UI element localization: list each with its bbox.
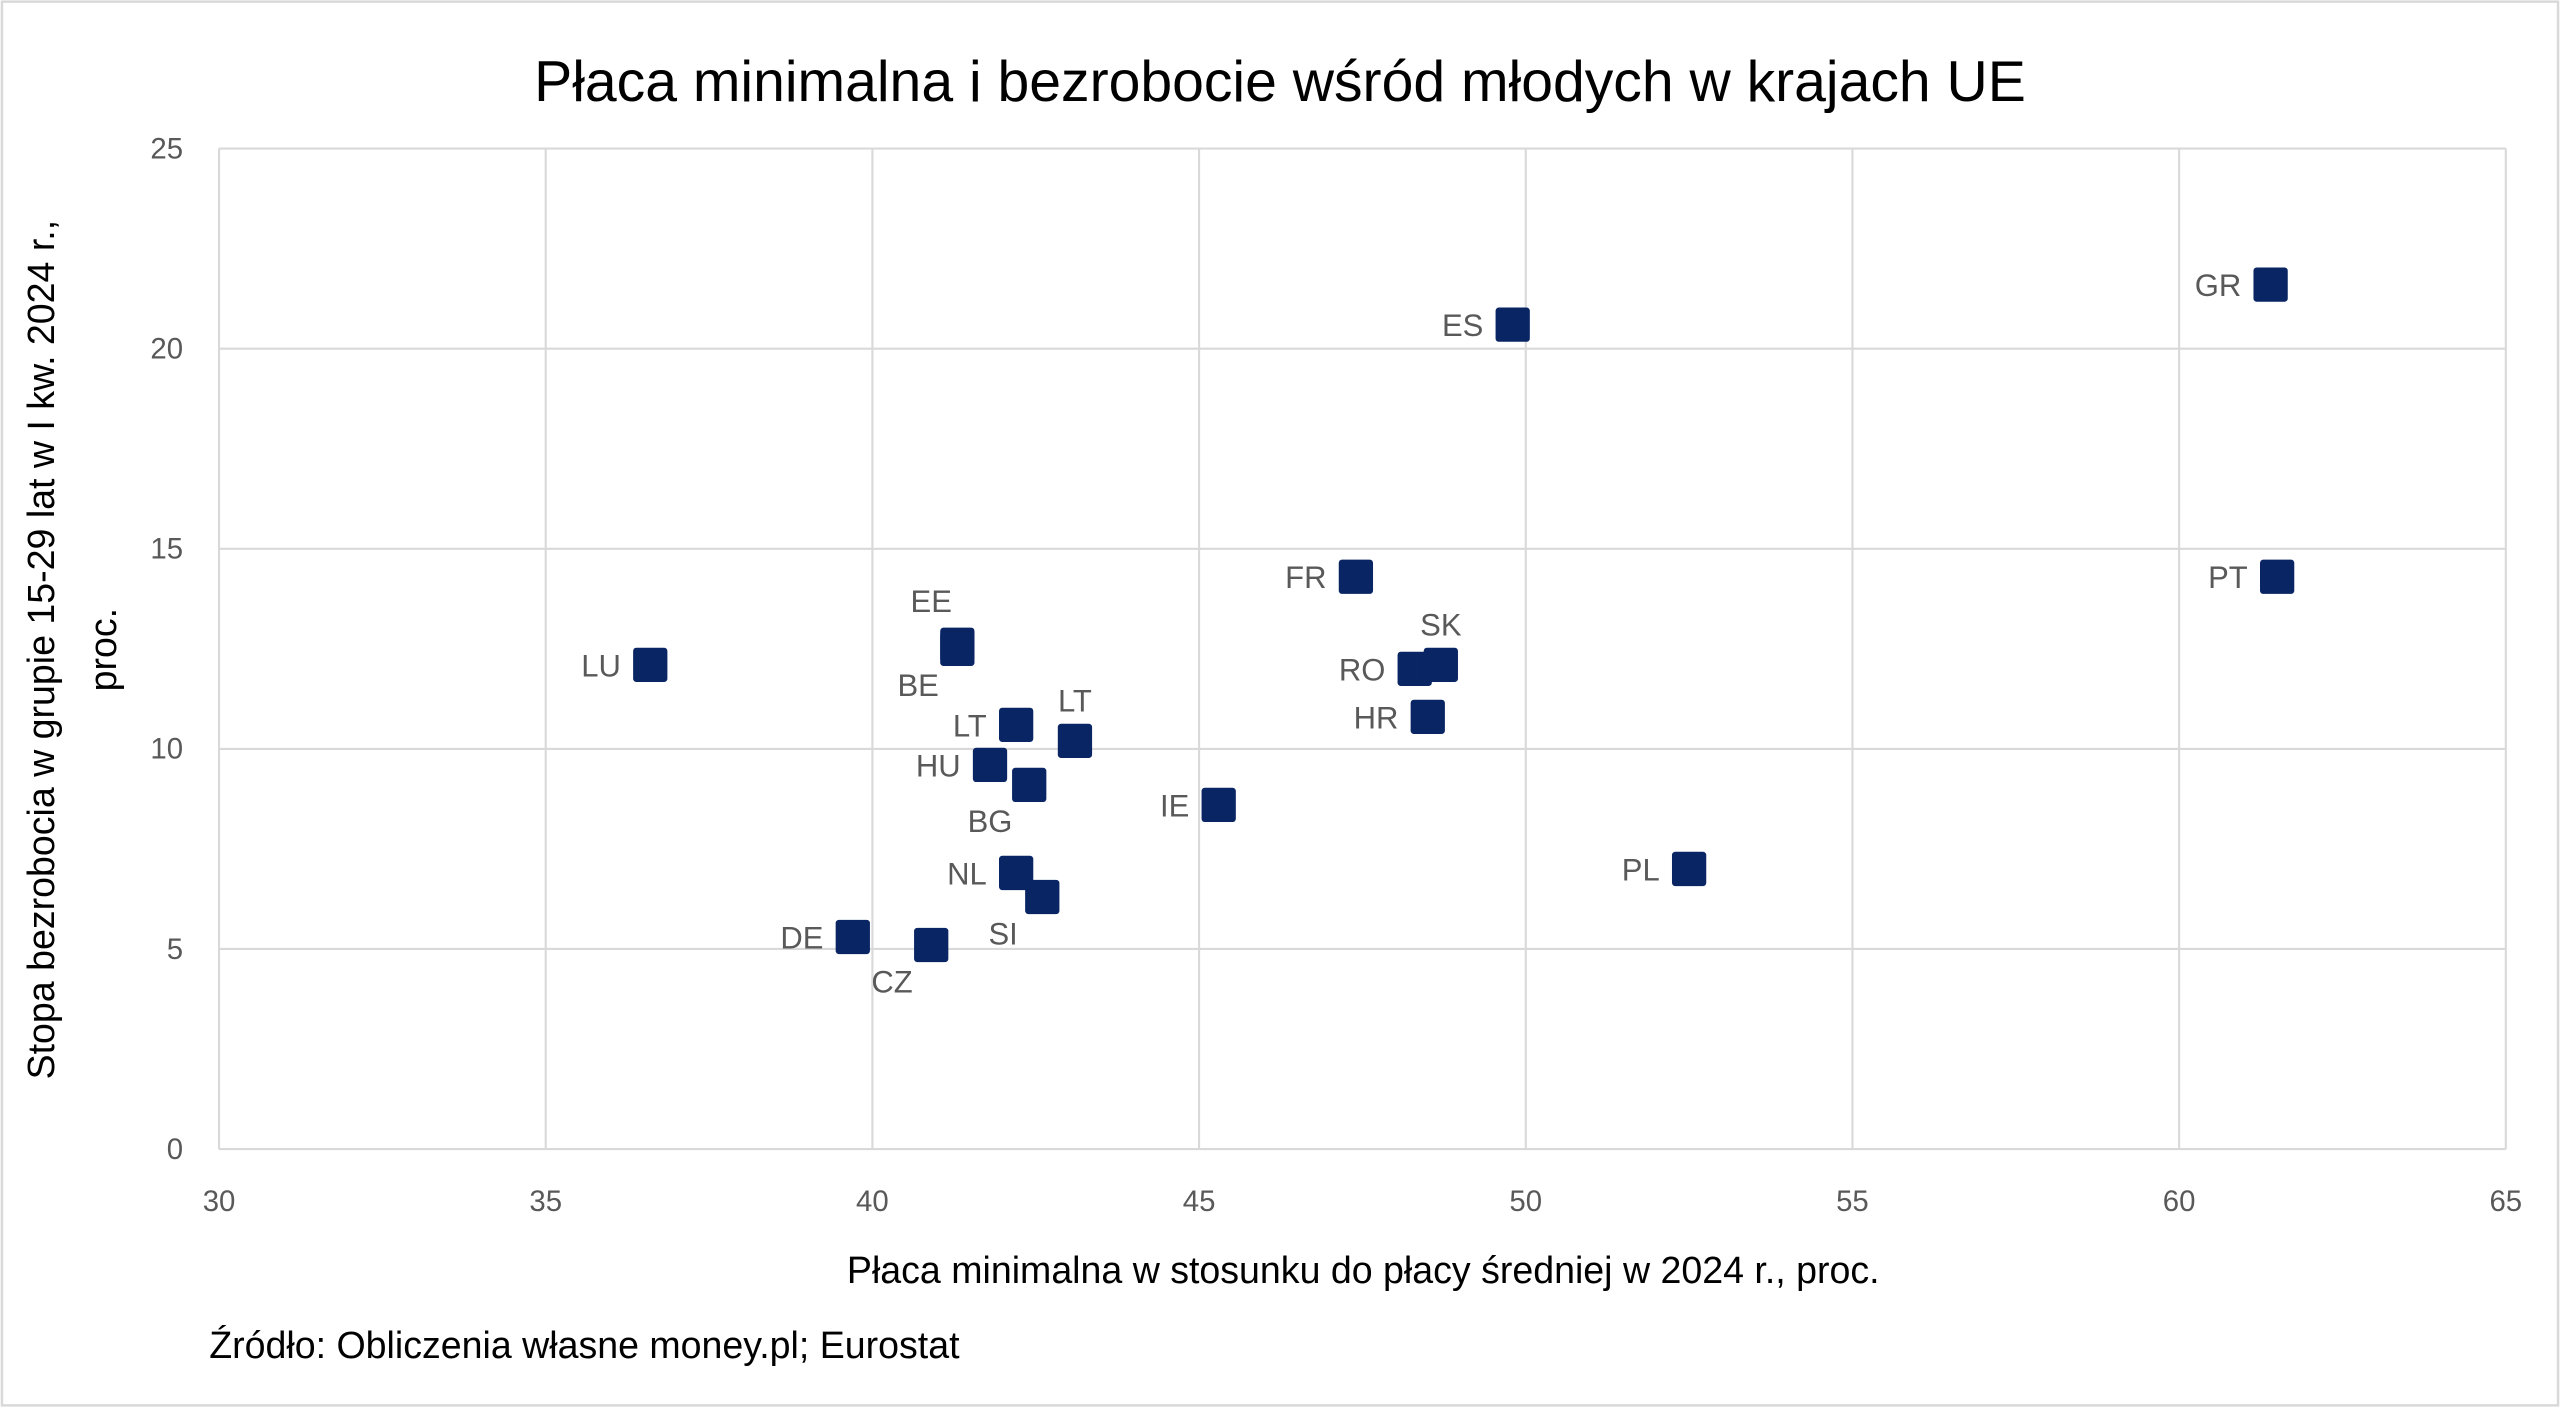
- data-label-nl: NL: [947, 856, 987, 891]
- x-axis-label: Płaca minimalna w stosunku do płacy śred…: [847, 1249, 1880, 1291]
- data-point-gr: [2253, 267, 2288, 302]
- data-point-ro: [1397, 651, 1432, 686]
- y-tick-label: 25: [150, 132, 183, 165]
- data-label-gr: GR: [2195, 268, 2242, 303]
- x-tick-label: 45: [1183, 1185, 1216, 1218]
- y-axis-label: Stopa bezrobocia w grupie 15-29 lat w I …: [20, 220, 124, 1080]
- x-tick-label: 40: [856, 1185, 889, 1218]
- data-point-sk: [1423, 647, 1458, 682]
- data-point-es: [1495, 307, 1530, 342]
- data-point-ie: [1201, 787, 1236, 823]
- x-tick-label: 30: [203, 1185, 236, 1218]
- data-point-bg: [1012, 767, 1047, 803]
- data-point-hr: [1410, 699, 1445, 734]
- x-tick-label: 50: [1509, 1185, 1542, 1218]
- source-note: Źródło: Obliczenia własne money.pl; Euro…: [209, 1324, 960, 1366]
- chart-title: Płaca minimalna i bezrobocie wśród młody…: [534, 50, 2026, 114]
- data-label-be: BE: [897, 668, 938, 703]
- x-tick-label: 65: [2489, 1185, 2522, 1218]
- data-label-pl: PL: [1622, 852, 1660, 887]
- y-tick-label: 15: [150, 533, 183, 566]
- data-label-cz: CZ: [871, 964, 912, 999]
- data-label-ro: RO: [1339, 652, 1386, 687]
- y-axis-label-line-2: proc.: [82, 608, 124, 691]
- data-label-lu: LU: [581, 648, 621, 683]
- data-point-be: [940, 631, 975, 666]
- x-tick-label: 60: [2163, 1185, 2196, 1218]
- data-point-pt: [2260, 559, 2295, 594]
- data-label-ee: EE: [911, 584, 952, 619]
- x-tick-label: 55: [1836, 1185, 1869, 1218]
- data-point-lt: [999, 707, 1034, 743]
- data-label-lt: LT: [1058, 683, 1092, 718]
- data-point-fr: [1338, 559, 1374, 594]
- data-point-lu: [633, 647, 668, 682]
- data-label-si: SI: [988, 916, 1017, 951]
- data-label-bg: BG: [968, 804, 1013, 839]
- tick-labels: 30 35 40 45 50 55 60 65 0 5 10 15 20 25: [150, 132, 2522, 1218]
- data-point-cz: [914, 927, 949, 963]
- y-tick-label: 10: [150, 733, 183, 766]
- y-tick-label: 0: [167, 1133, 183, 1166]
- data-point-lt: [1057, 723, 1093, 759]
- y-tick-label: 20: [150, 332, 183, 365]
- data-label-es: ES: [1442, 308, 1483, 343]
- data-label-fr: FR: [1285, 560, 1326, 595]
- data-label-pt: PT: [2208, 560, 2248, 595]
- data-point-si: [1025, 879, 1060, 915]
- data-label-lt: LT: [953, 708, 987, 743]
- gridlines: [217, 147, 2507, 1151]
- data-point-hu: [972, 747, 1008, 783]
- data-point-nl: [999, 855, 1034, 891]
- data-label-sk: SK: [1420, 607, 1462, 642]
- data-label-ie: IE: [1160, 788, 1189, 823]
- y-axis-label-line-1: Stopa bezrobocia w grupie 15-29 lat w I …: [20, 220, 62, 1080]
- data-label-hu: HU: [916, 748, 961, 783]
- data-point-de: [835, 919, 870, 955]
- data-label-de: DE: [780, 920, 823, 955]
- y-tick-label: 5: [167, 933, 183, 966]
- data-point-pl: [1671, 851, 1707, 887]
- x-tick-label: 35: [529, 1185, 562, 1218]
- data-label-hr: HR: [1354, 700, 1399, 735]
